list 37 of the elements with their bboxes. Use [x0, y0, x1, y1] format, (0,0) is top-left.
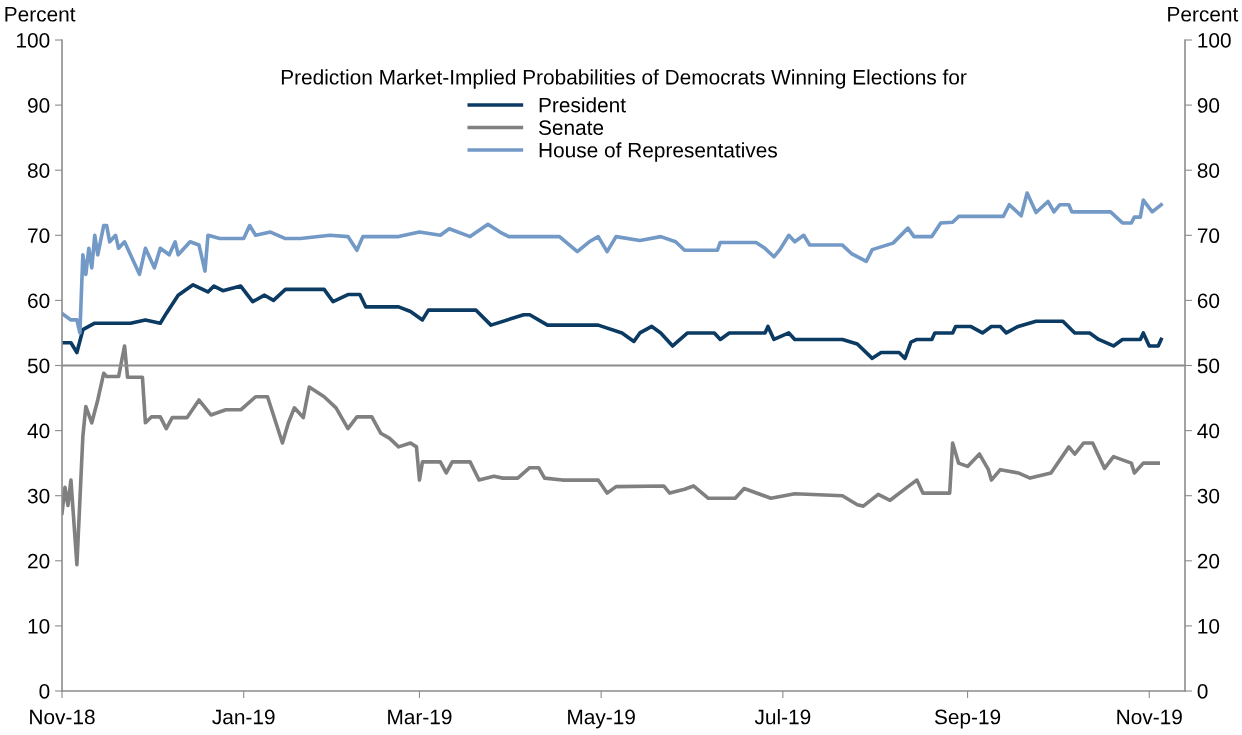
- y-tick-label: 40: [27, 423, 50, 439]
- y-axis-title: Percent: [5, 7, 76, 22]
- y-tick-label: 0: [39, 684, 50, 699]
- y2-axis-title: Percent: [1168, 7, 1239, 22]
- y-tick-label: 20: [28, 553, 50, 569]
- line-series: [62, 282, 1163, 361]
- x-tick-label: Mar-19: [388, 709, 452, 725]
- y-tick-label: 30: [27, 488, 50, 504]
- y-tick-label: 90: [28, 98, 50, 113]
- y-tick-label: 60: [28, 293, 50, 309]
- x-tick-label: Jul-19: [754, 709, 811, 725]
- y-tick-label: 100: [17, 33, 50, 48]
- x-tick-label: May-19: [568, 709, 635, 729]
- line-series: [62, 191, 1163, 335]
- y2-tick-label: 100: [1198, 33, 1231, 48]
- legend-label: President: [539, 97, 626, 113]
- y2-tick-label: 70: [1197, 228, 1220, 244]
- x-tick-label: Jan-19: [212, 709, 275, 725]
- x-tick-label: Nov-18: [30, 709, 95, 725]
- y-tick-label: 80: [27, 163, 50, 178]
- y-tick-label: 70: [28, 228, 50, 244]
- y2-tick-label: 30: [1197, 488, 1220, 504]
- y2-tick-label: 0: [1197, 684, 1208, 699]
- y2-tick-label: 10: [1198, 618, 1220, 634]
- legend-label: House of Representatives: [539, 142, 777, 162]
- y2-tick-label: 60: [1197, 293, 1220, 309]
- legend-label: Senate: [538, 120, 604, 136]
- text: Prediction Market-Implied Probabilities of Democrats Winning Elections for: [281, 69, 967, 89]
- y2-tick-label: 40: [1197, 423, 1220, 439]
- x-tick-label: Nov-19: [1117, 709, 1182, 725]
- y2-tick-label: 80: [1197, 163, 1220, 178]
- y2-tick-label: 90: [1197, 98, 1220, 113]
- y-tick-label: 10: [28, 618, 50, 634]
- y2-tick-label: 20: [1197, 553, 1220, 569]
- y2-tick-label: 50: [1197, 358, 1220, 374]
- y-tick-label: 50: [27, 358, 50, 374]
- x-tick-label: Sep-19: [934, 709, 1001, 729]
